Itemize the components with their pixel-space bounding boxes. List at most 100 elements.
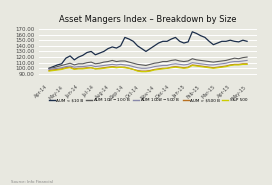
AUM $100 B - $500 B	[128, 64, 131, 67]
AUM < $10 B	[123, 36, 126, 38]
AUM < $10 B	[149, 48, 152, 50]
AUM $10 B - $100 B	[195, 59, 198, 61]
AUM < $10 B	[153, 45, 156, 47]
AUM $10 B - $100 B	[94, 63, 97, 65]
AUM > $500 B	[165, 67, 169, 69]
AUM $100 B - $500 B	[212, 64, 215, 66]
AUM $10 B - $100 B	[153, 62, 156, 64]
S&P 500	[191, 64, 194, 67]
AUM < $10 B	[136, 45, 139, 47]
AUM > $500 B	[174, 65, 177, 68]
S&P 500	[111, 66, 114, 68]
AUM $10 B - $100 B	[111, 59, 114, 62]
AUM < $10 B	[241, 39, 245, 41]
AUM $100 B - $500 B	[220, 63, 223, 65]
S&P 500	[203, 66, 206, 68]
AUM < $10 B	[174, 36, 177, 38]
AUM $100 B - $500 B	[73, 66, 76, 68]
AUM > $500 B	[203, 65, 206, 68]
AUM $100 B - $500 B	[69, 65, 72, 67]
AUM $100 B - $500 B	[153, 65, 156, 68]
AUM > $500 B	[98, 67, 101, 69]
S&P 500	[132, 68, 135, 70]
AUM > $500 B	[170, 66, 173, 68]
AUM $10 B - $100 B	[203, 60, 206, 62]
AUM < $10 B	[69, 55, 72, 57]
AUM > $500 B	[182, 67, 186, 69]
AUM < $10 B	[199, 35, 202, 37]
AUM $10 B - $100 B	[89, 61, 93, 63]
S&P 500	[136, 70, 139, 72]
AUM > $500 B	[144, 70, 148, 72]
AUM $10 B - $100 B	[241, 56, 245, 59]
S&P 500	[85, 67, 89, 69]
AUM > $500 B	[77, 67, 80, 69]
AUM > $500 B	[111, 65, 114, 68]
Line: AUM $10 B - $100 B: AUM $10 B - $100 B	[49, 57, 247, 68]
AUM > $500 B	[153, 68, 156, 70]
AUM < $10 B	[98, 52, 101, 54]
S&P 500	[98, 68, 101, 70]
AUM < $10 B	[115, 47, 118, 49]
AUM > $500 B	[64, 67, 67, 69]
AUM $100 B - $500 B	[77, 65, 80, 68]
AUM $10 B - $100 B	[77, 63, 80, 65]
AUM $10 B - $100 B	[52, 67, 55, 69]
AUM $10 B - $100 B	[161, 60, 165, 63]
AUM $100 B - $500 B	[136, 67, 139, 69]
S&P 500	[64, 67, 67, 69]
S&P 500	[216, 67, 219, 69]
S&P 500	[128, 67, 131, 69]
AUM $10 B - $100 B	[64, 63, 67, 65]
AUM $10 B - $100 B	[212, 61, 215, 63]
S&P 500	[224, 65, 228, 68]
AUM < $10 B	[208, 40, 211, 42]
AUM $10 B - $100 B	[136, 63, 139, 65]
AUM $10 B - $100 B	[106, 60, 110, 63]
S&P 500	[165, 67, 169, 69]
AUM > $500 B	[233, 63, 236, 65]
AUM < $10 B	[191, 31, 194, 33]
AUM $100 B - $500 B	[47, 68, 51, 70]
AUM $10 B - $100 B	[237, 58, 240, 60]
AUM < $10 B	[178, 40, 181, 42]
S&P 500	[106, 67, 110, 69]
S&P 500	[228, 64, 232, 67]
S&P 500	[208, 67, 211, 69]
AUM > $500 B	[178, 66, 181, 68]
AUM $100 B - $500 B	[216, 63, 219, 65]
AUM > $500 B	[56, 68, 59, 70]
AUM $100 B - $500 B	[199, 63, 202, 65]
S&P 500	[233, 64, 236, 66]
AUM $10 B - $100 B	[69, 62, 72, 64]
S&P 500	[140, 70, 143, 73]
AUM $10 B - $100 B	[73, 64, 76, 66]
AUM $100 B - $500 B	[60, 67, 63, 69]
Title: Asset Mangers Index – Breakdown by Size: Asset Mangers Index – Breakdown by Size	[59, 15, 237, 24]
AUM < $10 B	[233, 40, 236, 42]
AUM $100 B - $500 B	[119, 63, 122, 65]
AUM $100 B - $500 B	[140, 67, 143, 69]
AUM < $10 B	[119, 45, 122, 47]
AUM $10 B - $100 B	[123, 60, 126, 62]
AUM > $500 B	[212, 67, 215, 69]
AUM < $10 B	[64, 57, 67, 59]
AUM $10 B - $100 B	[187, 60, 190, 62]
S&P 500	[182, 67, 186, 69]
AUM $10 B - $100 B	[233, 57, 236, 59]
AUM $100 B - $500 B	[98, 65, 101, 67]
AUM < $10 B	[157, 42, 160, 44]
AUM < $10 B	[228, 39, 232, 41]
AUM > $500 B	[216, 66, 219, 68]
AUM $100 B - $500 B	[85, 65, 89, 67]
AUM $10 B - $100 B	[170, 59, 173, 62]
AUM $10 B - $100 B	[245, 56, 249, 58]
Legend: AUM < $10 B, AUM $10 B - $100 B, AUM $100 B - $500 B, AUM > $500 B, S&P 500: AUM < $10 B, AUM $10 B - $100 B, AUM $10…	[47, 95, 249, 105]
S&P 500	[123, 67, 126, 69]
S&P 500	[94, 68, 97, 70]
S&P 500	[60, 68, 63, 70]
S&P 500	[161, 68, 165, 70]
AUM $10 B - $100 B	[149, 63, 152, 65]
AUM $100 B - $500 B	[106, 64, 110, 66]
AUM > $500 B	[73, 68, 76, 70]
